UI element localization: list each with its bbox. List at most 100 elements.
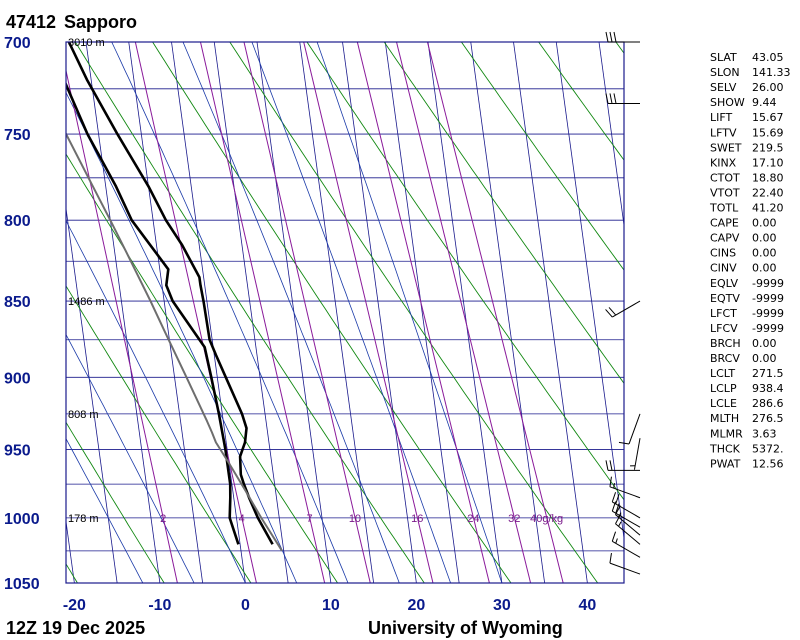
index-value: 18.80 (752, 171, 784, 184)
isotherm-line (470, 42, 546, 583)
isotherm-line (0, 42, 32, 583)
barb-feather (611, 531, 617, 542)
height-label: 808 m (68, 409, 99, 421)
index-name: TOTL (709, 202, 739, 215)
isotherm-line (66, 205, 118, 583)
barb-half-feather (613, 483, 615, 489)
moist-adiabat (66, 437, 144, 583)
mixing-ratio-label: 40g/kg (530, 513, 563, 525)
index-value: 3.63 (752, 427, 777, 440)
barb-feather (605, 309, 613, 318)
index-value: 0.00 (752, 352, 777, 365)
barb-feather (615, 494, 620, 505)
pressure-tick-label: 1050 (4, 576, 40, 593)
sounding-indices-table: SLAT 43.05 SLON 141.33 SELV 26.00 SHOW 9.44 LIFT… (709, 51, 791, 470)
index-name: LCLP (710, 382, 737, 395)
mixing-ratio-line (356, 42, 490, 583)
barb-shaft (612, 501, 641, 519)
index-name: LIFT (710, 111, 733, 124)
barb-feather (613, 31, 617, 43)
index-name: KINX (710, 156, 737, 169)
axis-labels: 2 4 7 10 16 24 32 40g/kg70075080085090095010001… (4, 35, 596, 614)
barb-feather (611, 492, 617, 503)
isotherm-line (85, 42, 161, 583)
index-value: 0.00 (752, 247, 777, 260)
index-value: 0.00 (752, 217, 777, 230)
mixing-ratio-line (303, 42, 434, 583)
temperature-tick-label: -20 (63, 597, 86, 614)
mixing-ratio-label: 16 (411, 513, 423, 525)
index-value: 15.69 (752, 126, 784, 139)
wind-barb (605, 93, 640, 104)
mixing-ratio-line (426, 42, 564, 583)
index-name: SLON (710, 66, 740, 79)
pressure-tick-label: 850 (4, 294, 31, 311)
height-label: 3010 m (68, 37, 105, 49)
dry-adiabat (74, 42, 425, 583)
mixing-ratio-label: 24 (467, 513, 479, 525)
barb-half-feather (615, 538, 618, 544)
isotherm-line (555, 42, 624, 541)
index-name: CAPV (710, 232, 740, 245)
index-name: SLAT (710, 51, 737, 64)
index-value: 12.56 (752, 457, 784, 470)
index-name: SELV (710, 81, 737, 94)
barb-shaft (609, 562, 641, 575)
moist-adiabat (182, 42, 400, 583)
barb-feather (618, 441, 630, 445)
temperature-tick-label: 30 (493, 597, 511, 614)
index-value: 0.00 (752, 337, 777, 350)
parcel-profile (66, 131, 283, 552)
diagram-background-lines (0, 42, 624, 583)
sounding-profiles (66, 42, 283, 552)
barb-shaft (628, 413, 641, 445)
index-name: EQTV (710, 292, 740, 305)
temperature-tick-label: 40 (578, 597, 596, 614)
barb-feather (613, 93, 617, 104)
index-name: EQLV (710, 277, 739, 290)
barb-feather (605, 460, 609, 471)
index-value: 938.4 (752, 382, 784, 395)
index-value: 141.33 (752, 66, 791, 79)
wind-barb (611, 492, 641, 519)
dewpoint-profile (66, 81, 240, 545)
dry-adiabat (66, 153, 338, 583)
barb-feather (609, 93, 613, 104)
barb-feather (611, 501, 617, 512)
index-value: 5372. (752, 442, 784, 455)
temperature-tick-label: 0 (241, 597, 250, 614)
barb-feather (609, 31, 613, 43)
isotherm-line (299, 42, 375, 583)
pressure-tick-label: 700 (4, 35, 31, 52)
index-value: 276.5 (752, 412, 784, 425)
dry-adiabat (66, 285, 252, 583)
dry-adiabat (538, 42, 624, 161)
index-name: LFCT (710, 307, 737, 320)
height-label: 178 m (68, 513, 99, 525)
index-value: 9.44 (752, 96, 777, 109)
barb-feather (615, 514, 621, 524)
moist-adiabat (316, 42, 503, 583)
height-label: 1486 m (68, 296, 105, 308)
pressure-tick-label: 750 (4, 127, 31, 144)
barb-shaft (612, 510, 641, 528)
isotherm-line (171, 42, 246, 583)
moist-adiabat (111, 42, 349, 583)
barb-feather (605, 93, 609, 104)
index-value: 286.6 (752, 397, 784, 410)
index-value: 0.00 (752, 232, 777, 245)
barb-shaft (609, 486, 641, 499)
mixing-ratio-label: 7 (307, 513, 313, 525)
pressure-tick-label: 900 (4, 370, 31, 387)
mixing-ratio-line (66, 68, 178, 583)
index-value: 219.5 (752, 141, 784, 154)
temperature-profile (67, 42, 274, 545)
index-name: LCLE (710, 397, 737, 410)
index-value: 26.00 (752, 81, 784, 94)
pressure-tick-label: 950 (4, 442, 31, 459)
wind-barb (605, 460, 640, 471)
mixing-ratio-line (396, 42, 532, 583)
dry-adiabat (152, 42, 512, 583)
observation-time: 12Z 19 Dec 2025 (6, 618, 145, 638)
